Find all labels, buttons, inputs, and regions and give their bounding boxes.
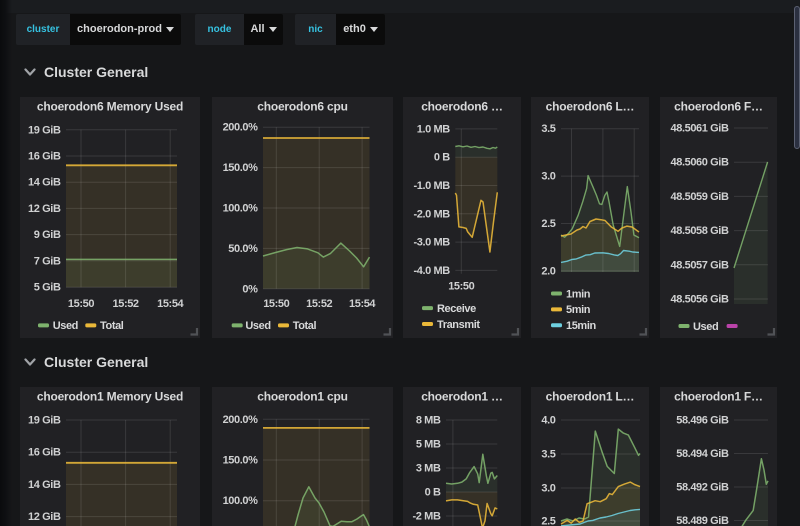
svg-text:Receive: Receive (437, 303, 476, 315)
svg-text:14 GiB: 14 GiB (28, 177, 61, 189)
svg-text:0 B: 0 B (434, 152, 450, 164)
svg-text:choerodon1 …: choerodon1 … (421, 390, 503, 404)
svg-text:choerodon6 Memory Used: choerodon6 Memory Used (37, 100, 183, 114)
svg-text:5min: 5min (566, 304, 591, 316)
svg-text:-2.0 MB: -2.0 MB (413, 208, 450, 220)
svg-text:choerodon1 F…: choerodon1 F… (674, 390, 763, 404)
svg-text:Used: Used (693, 321, 718, 333)
svg-text:12 GiB: 12 GiB (28, 203, 61, 215)
svg-text:14 GiB: 14 GiB (28, 479, 61, 491)
svg-text:15:52: 15:52 (113, 298, 139, 310)
svg-text:2.5: 2.5 (541, 218, 555, 230)
svg-text:0%: 0% (242, 283, 258, 295)
svg-text:48.5060 GiB: 48.5060 GiB (671, 157, 729, 169)
svg-text:15:50: 15:50 (448, 281, 474, 293)
svg-text:1.0 MB: 1.0 MB (417, 123, 451, 135)
svg-text:200.0%: 200.0% (223, 414, 259, 426)
svg-text:9 GiB: 9 GiB (34, 229, 61, 241)
svg-text:100.0%: 100.0% (223, 203, 259, 215)
svg-text:choerodon6 …: choerodon6 … (421, 100, 503, 114)
svg-text:8 MB: 8 MB (416, 415, 441, 427)
svg-text:19 GiB: 19 GiB (28, 124, 61, 136)
svg-text:1min: 1min (566, 288, 591, 300)
svg-text:19 GiB: 19 GiB (28, 415, 61, 427)
svg-text:200.0%: 200.0% (223, 122, 259, 134)
svg-text:15:54: 15:54 (349, 298, 376, 310)
svg-text:0 B: 0 B (425, 487, 441, 499)
svg-text:48.5056 GiB: 48.5056 GiB (671, 294, 729, 306)
svg-text:150.0%: 150.0% (223, 162, 259, 174)
svg-text:-3.0 MB: -3.0 MB (413, 237, 450, 249)
svg-text:15:50: 15:50 (68, 298, 94, 310)
svg-text:-2 MB: -2 MB (413, 511, 441, 523)
svg-text:Used: Used (53, 320, 78, 332)
svg-text:58.492 GiB: 58.492 GiB (676, 482, 729, 494)
svg-text:3.0: 3.0 (541, 483, 555, 495)
svg-text:58.496 GiB: 58.496 GiB (676, 415, 729, 427)
svg-text:5 GiB: 5 GiB (34, 282, 61, 294)
svg-text:150.0%: 150.0% (223, 455, 259, 467)
svg-text:16 GiB: 16 GiB (28, 151, 61, 163)
svg-text:choerodon1 Memory Used: choerodon1 Memory Used (37, 390, 183, 404)
svg-text:58.494 GiB: 58.494 GiB (676, 448, 729, 460)
svg-text:48.5057 GiB: 48.5057 GiB (671, 259, 729, 271)
svg-text:Used: Used (245, 320, 270, 332)
svg-text:-4.0 MB: -4.0 MB (413, 265, 450, 277)
svg-text:choerodon6 F…: choerodon6 F… (674, 100, 763, 114)
svg-text:7 GiB: 7 GiB (34, 255, 61, 267)
svg-text:48.5061 GiB: 48.5061 GiB (671, 123, 729, 135)
svg-text:-1.0 MB: -1.0 MB (413, 180, 450, 192)
svg-text:5 MB: 5 MB (416, 439, 441, 451)
svg-text:48.5058 GiB: 48.5058 GiB (671, 225, 729, 237)
svg-text:choerodon1 cpu: choerodon1 cpu (257, 390, 348, 404)
svg-text:16 GiB: 16 GiB (28, 447, 61, 459)
svg-text:choerodon1 L…: choerodon1 L… (546, 390, 635, 404)
svg-text:58.489 GiB: 58.489 GiB (676, 515, 729, 526)
svg-text:3.5: 3.5 (541, 449, 555, 461)
svg-text:2.5: 2.5 (541, 516, 555, 526)
svg-text:3.5: 3.5 (541, 123, 555, 135)
svg-text:4.0: 4.0 (541, 415, 555, 427)
svg-text:Total: Total (100, 320, 124, 332)
svg-text:2.0: 2.0 (541, 265, 555, 277)
svg-text:50.0%: 50.0% (228, 243, 258, 255)
svg-text:15:52: 15:52 (306, 298, 332, 310)
svg-text:15:54: 15:54 (157, 298, 184, 310)
svg-text:Transmit: Transmit (437, 319, 480, 331)
svg-text:12 GiB: 12 GiB (28, 511, 61, 523)
svg-text:3 MB: 3 MB (416, 463, 441, 475)
svg-text:15:50: 15:50 (263, 298, 289, 310)
svg-text:100.0%: 100.0% (223, 495, 259, 507)
svg-text:Total: Total (293, 320, 317, 332)
svg-text:choerodon6 L…: choerodon6 L… (546, 100, 635, 114)
svg-text:15min: 15min (566, 320, 596, 332)
svg-text:3.0: 3.0 (541, 171, 555, 183)
svg-text:choerodon6 cpu: choerodon6 cpu (257, 100, 348, 114)
svg-text:48.5059 GiB: 48.5059 GiB (671, 191, 729, 203)
